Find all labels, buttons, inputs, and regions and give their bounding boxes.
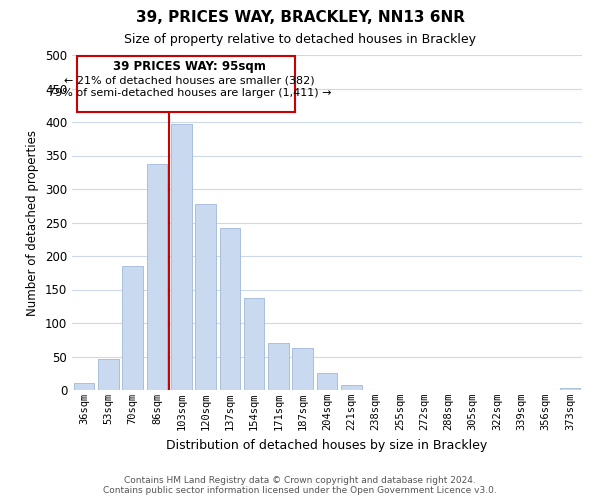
Text: ← 21% of detached houses are smaller (382): ← 21% of detached houses are smaller (38… [64,75,315,85]
Text: 79% of semi-detached houses are larger (1,411) →: 79% of semi-detached houses are larger (… [48,88,332,99]
Y-axis label: Number of detached properties: Number of detached properties [26,130,40,316]
Text: Contains HM Land Registry data © Crown copyright and database right 2024.: Contains HM Land Registry data © Crown c… [124,476,476,485]
Bar [146,164,167,390]
Bar [220,228,240,390]
Bar [195,204,216,390]
Bar [244,298,265,390]
Bar [171,124,191,390]
FancyBboxPatch shape [77,56,295,112]
Bar [98,358,119,390]
Text: 39 PRICES WAY: 95sqm: 39 PRICES WAY: 95sqm [113,60,266,74]
Text: 39, PRICES WAY, BRACKLEY, NN13 6NR: 39, PRICES WAY, BRACKLEY, NN13 6NR [136,10,464,25]
X-axis label: Distribution of detached houses by size in Brackley: Distribution of detached houses by size … [166,438,488,452]
Bar [268,343,289,390]
Bar [74,384,94,390]
Bar [122,266,143,390]
Bar [341,384,362,390]
Bar [317,373,337,390]
Text: Size of property relative to detached houses in Brackley: Size of property relative to detached ho… [124,32,476,46]
Bar [292,348,313,390]
Bar [560,388,580,390]
Text: Contains public sector information licensed under the Open Government Licence v3: Contains public sector information licen… [103,486,497,495]
